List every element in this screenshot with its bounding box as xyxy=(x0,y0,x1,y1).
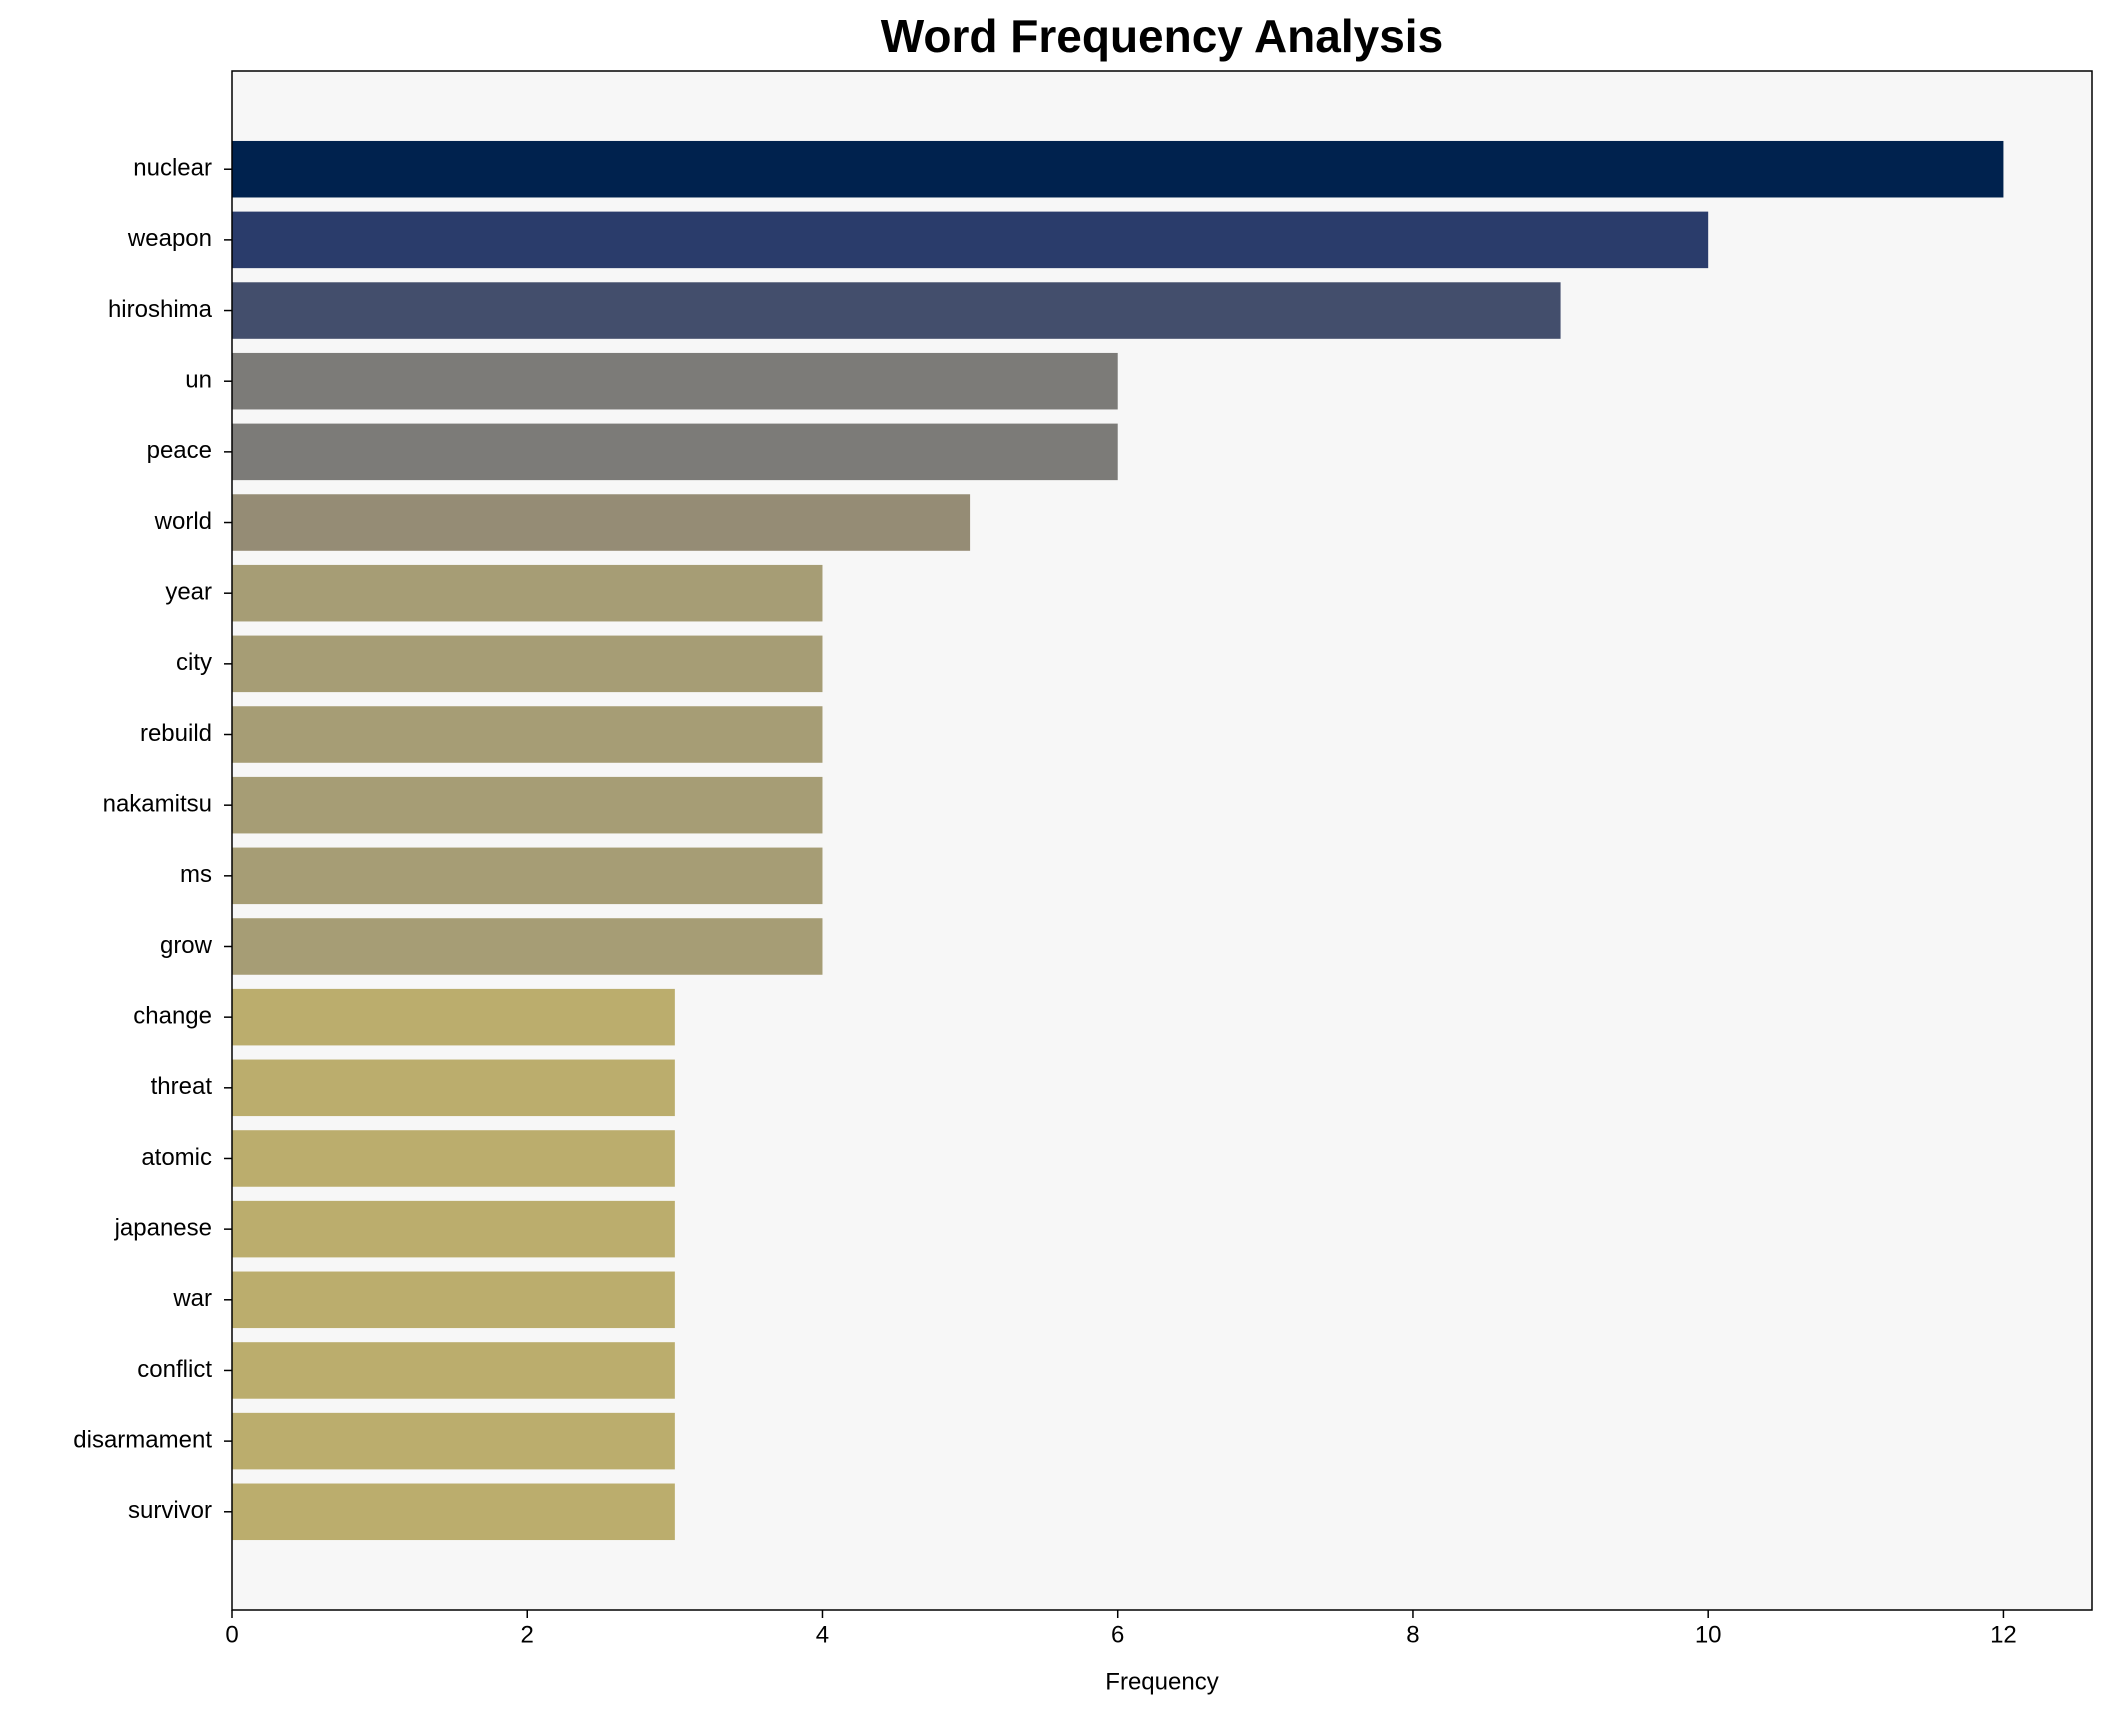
x-tick-label: 0 xyxy=(225,1621,238,1648)
bar xyxy=(232,1130,675,1187)
y-tick-label: weapon xyxy=(127,225,212,252)
y-tick-label: peace xyxy=(147,437,212,464)
y-tick-label: year xyxy=(165,579,212,606)
y-tick-label: un xyxy=(185,367,212,394)
y-tick-label: change xyxy=(133,1002,212,1029)
y-tick-label: rebuild xyxy=(140,720,212,747)
bar xyxy=(232,140,2004,198)
x-tick-label: 8 xyxy=(1406,1621,1419,1648)
bar xyxy=(232,988,675,1046)
bar xyxy=(232,1271,675,1329)
y-tick-label: grow xyxy=(160,932,213,959)
bar xyxy=(232,635,823,693)
bar xyxy=(232,1342,675,1399)
y-tick-label: hiroshima xyxy=(108,296,213,323)
x-tick-label: 4 xyxy=(816,1621,829,1648)
y-tick-label: conflict xyxy=(137,1356,212,1383)
bar xyxy=(232,1059,675,1117)
y-tick-label: nakamitsu xyxy=(103,791,212,818)
chart-title: Word Frequency Analysis xyxy=(881,10,1443,62)
x-axis-label: Frequency xyxy=(1105,1668,1218,1695)
y-tick-label: city xyxy=(176,649,212,676)
plot-frame xyxy=(231,70,2093,1611)
y-tick-label: disarmament xyxy=(73,1426,212,1453)
bar xyxy=(232,352,1118,410)
y-tick-label: threat xyxy=(151,1073,213,1100)
bar xyxy=(232,1200,675,1258)
y-tick-label: nuclear xyxy=(133,155,212,182)
bar xyxy=(232,847,823,905)
y-tick-label: atomic xyxy=(141,1144,212,1171)
bar xyxy=(232,918,823,975)
x-tick-label: 12 xyxy=(1990,1621,2017,1648)
x-tick-label: 10 xyxy=(1695,1621,1722,1648)
bar xyxy=(232,282,1561,339)
bar xyxy=(232,776,823,834)
x-tick-label: 2 xyxy=(521,1621,534,1648)
bar xyxy=(232,423,1118,481)
y-tick-label: ms xyxy=(180,861,212,888)
y-tick-label: japanese xyxy=(114,1214,212,1241)
bar xyxy=(232,211,1709,269)
y-tick-label: world xyxy=(154,508,212,535)
x-tick-label: 6 xyxy=(1111,1621,1124,1648)
y-tick-label: survivor xyxy=(128,1497,212,1524)
y-tick-label: war xyxy=(172,1285,212,1312)
bar xyxy=(232,1412,675,1470)
bar xyxy=(232,1483,675,1541)
bar xyxy=(232,706,823,763)
bar xyxy=(232,494,971,551)
bar xyxy=(232,564,823,622)
